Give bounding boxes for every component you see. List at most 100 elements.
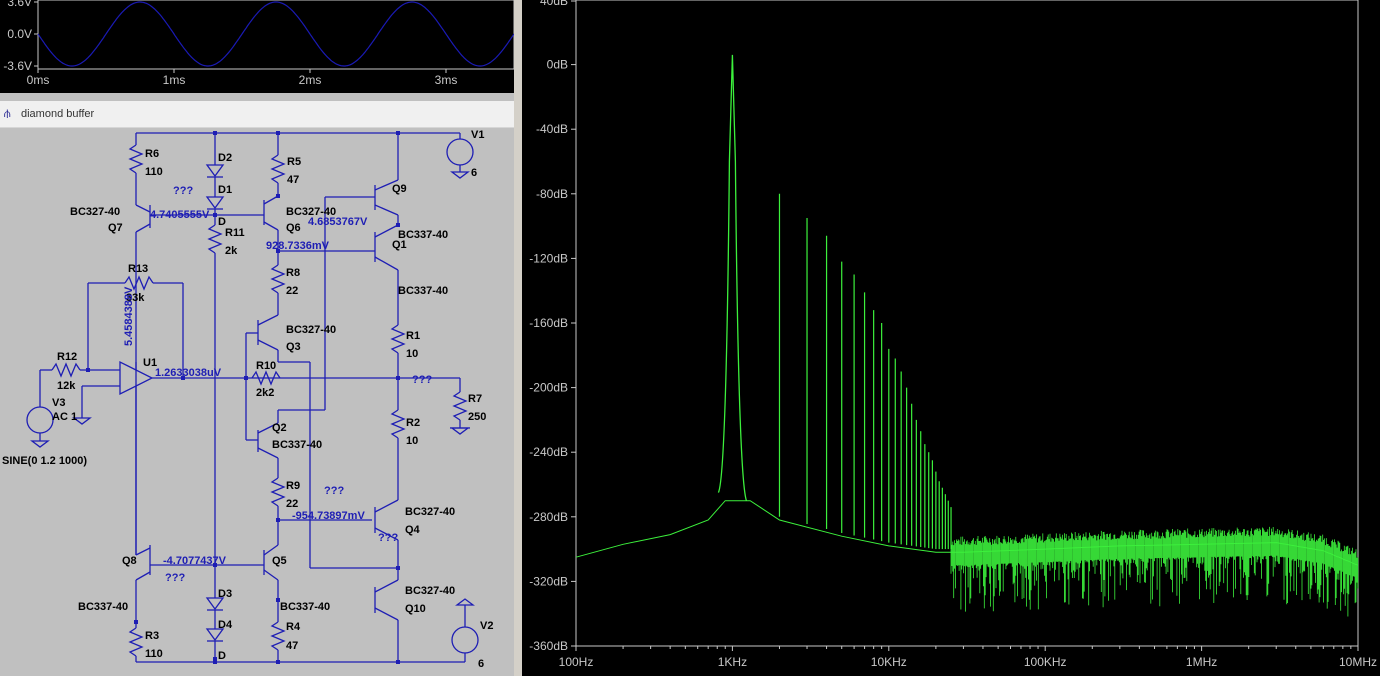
label-Q10-model: BC327-40 bbox=[405, 585, 455, 597]
fft-ytick-label: -360dB bbox=[529, 639, 568, 653]
label-D2: D2 bbox=[218, 152, 232, 164]
label-Q9-model: BC337-40 bbox=[398, 285, 448, 297]
label-R11-value: 2k bbox=[225, 245, 238, 257]
label-Q1: Q1 bbox=[392, 239, 407, 251]
label-V1-value: 6 bbox=[471, 167, 477, 179]
label-R13: R13 bbox=[128, 263, 148, 275]
label-R3-value: 110 bbox=[145, 648, 163, 660]
wave-ytick-label: 3.6V bbox=[7, 0, 32, 9]
label-Q6: Q6 bbox=[286, 222, 301, 234]
label-D4: D4 bbox=[218, 619, 233, 631]
waveform-pane[interactable]: 3.6V 0.0V -3.6V 0ms 1ms 2ms 3ms bbox=[0, 0, 514, 93]
fft-ytick-label: -240dB bbox=[529, 445, 568, 459]
label-R10: R10 bbox=[256, 360, 276, 372]
label-D-bottom: D bbox=[218, 650, 226, 662]
component-labels: R6 110 D2 D1 R5 47 Q9 V1 6 Q7 BC327-40 Q… bbox=[2, 129, 493, 670]
label-V2-value: 6 bbox=[478, 658, 484, 670]
label-R4-value: 47 bbox=[286, 640, 298, 652]
fft-ytick-label: -280dB bbox=[529, 510, 568, 524]
schematic-icon: ⫛ bbox=[4, 108, 11, 120]
fft-plot[interactable]: 40dB 0dB -40dB -80dB -120dB -160dB -200dB -240d… bbox=[522, 0, 1380, 676]
label-R2: R2 bbox=[406, 417, 420, 429]
label-D1: D1 bbox=[218, 184, 232, 196]
node-voltage: 1.2633038uV bbox=[155, 367, 222, 379]
fft-xtick-label: 1KHz bbox=[718, 655, 747, 669]
label-R5-value: 47 bbox=[287, 174, 299, 186]
node-voltage: ??? bbox=[378, 532, 398, 544]
label-R12: R12 bbox=[57, 351, 77, 363]
label-R13-value: 33k bbox=[126, 292, 145, 304]
label-R10-value: 2k2 bbox=[256, 387, 274, 399]
schematic-drawing[interactable]: R6 110 D2 D1 R5 47 Q9 V1 6 Q7 BC327-40 Q… bbox=[0, 128, 514, 676]
label-R9: R9 bbox=[286, 480, 300, 492]
schematic-titlebar[interactable]: ⫛ diamond buffer bbox=[0, 101, 514, 128]
node-voltage: 4.7405555V bbox=[150, 209, 210, 221]
node-voltage: -954.73897mV bbox=[292, 510, 365, 522]
label-Q4: Q4 bbox=[405, 524, 421, 536]
fft-ytick-label: 40dB bbox=[540, 0, 568, 8]
fft-xtick-label: 1MHz bbox=[1186, 655, 1217, 669]
fft-ytick-label: -160dB bbox=[529, 316, 568, 330]
waveform-plot[interactable]: 3.6V 0.0V -3.6V 0ms 1ms 2ms 3ms bbox=[0, 0, 514, 93]
wave-xtick-label: 3ms bbox=[435, 73, 458, 87]
label-Q3: Q3 bbox=[286, 341, 301, 353]
label-Q8: Q8 bbox=[122, 555, 137, 567]
node-voltage: ??? bbox=[165, 572, 185, 584]
fft-ytick-label: -80dB bbox=[536, 187, 568, 201]
label-R11: R11 bbox=[225, 227, 245, 239]
node-voltage: ??? bbox=[173, 185, 193, 197]
label-R2-value: 10 bbox=[406, 435, 418, 447]
schematic-wires bbox=[26, 132, 479, 663]
vertical-splitter[interactable] bbox=[514, 0, 522, 676]
label-Q2-model: BC337-40 bbox=[272, 439, 322, 451]
node-voltage: ??? bbox=[324, 485, 344, 497]
fft-xtick-label: 100KHz bbox=[1024, 655, 1067, 669]
label-Q7: Q7 bbox=[108, 222, 123, 234]
fft-xtick-label: 100Hz bbox=[559, 655, 594, 669]
label-Q1-model: BC337-40 bbox=[398, 229, 448, 241]
label-Q3-model: BC327-40 bbox=[286, 324, 336, 336]
label-R1: R1 bbox=[406, 330, 420, 342]
wave-xtick-label: 2ms bbox=[299, 73, 322, 87]
fft-xtick-label: 10KHz bbox=[871, 655, 907, 669]
label-R7: R7 bbox=[468, 393, 482, 405]
label-R1-value: 10 bbox=[406, 348, 418, 360]
fft-ytick-label: -120dB bbox=[529, 251, 568, 265]
node-voltage: ??? bbox=[412, 374, 432, 386]
wave-xtick-label: 1ms bbox=[163, 73, 186, 87]
label-R8-value: 22 bbox=[286, 285, 298, 297]
schematic-title: diamond buffer bbox=[21, 108, 95, 120]
label-U1: U1 bbox=[143, 357, 157, 369]
node-voltage: 4.6853767V bbox=[308, 216, 368, 228]
fft-noise-band bbox=[950, 526, 1359, 617]
label-R8: R8 bbox=[286, 267, 300, 279]
fft-xtick-label: 10MHz bbox=[1339, 655, 1377, 669]
fft-fundamental-peak bbox=[717, 54, 748, 501]
label-D-top: D bbox=[218, 216, 226, 228]
label-Q5: Q5 bbox=[272, 555, 287, 567]
label-Q4-model: BC327-40 bbox=[405, 506, 455, 518]
fft-pane[interactable]: 40dB 0dB -40dB -80dB -120dB -160dB -200dB -240d… bbox=[522, 0, 1380, 676]
label-R6-value: 110 bbox=[145, 166, 163, 178]
node-voltages: ??? 4.7405555V 4.6853767V 928.7336mV 5.4… bbox=[123, 185, 432, 584]
label-D3: D3 bbox=[218, 588, 232, 600]
schematic-canvas[interactable]: R6 110 D2 D1 R5 47 Q9 V1 6 Q7 BC327-40 Q… bbox=[0, 128, 514, 676]
waveform-frame bbox=[37, 0, 514, 70]
label-Q10: Q10 bbox=[405, 603, 426, 615]
label-V2: V2 bbox=[480, 620, 493, 632]
wave-ytick-label: -3.6V bbox=[3, 59, 32, 73]
node-voltage: -4.7077437V bbox=[163, 555, 227, 567]
pane-divider[interactable] bbox=[0, 93, 514, 101]
waveform-trace bbox=[37, 1, 514, 67]
fft-ytick-label: -40dB bbox=[536, 122, 568, 136]
label-Q5-model: BC337-40 bbox=[280, 601, 330, 613]
label-R7-value: 250 bbox=[468, 411, 486, 423]
label-Q9: Q9 bbox=[392, 183, 407, 195]
label-V3: V3 bbox=[52, 397, 65, 409]
wave-ytick-label: 0.0V bbox=[7, 27, 32, 41]
fft-ytick-label: -200dB bbox=[529, 381, 568, 395]
label-R3: R3 bbox=[145, 630, 159, 642]
label-Q2: Q2 bbox=[272, 422, 287, 434]
fft-ytick-label: 0dB bbox=[547, 58, 568, 72]
label-R12-value: 12k bbox=[57, 380, 76, 392]
